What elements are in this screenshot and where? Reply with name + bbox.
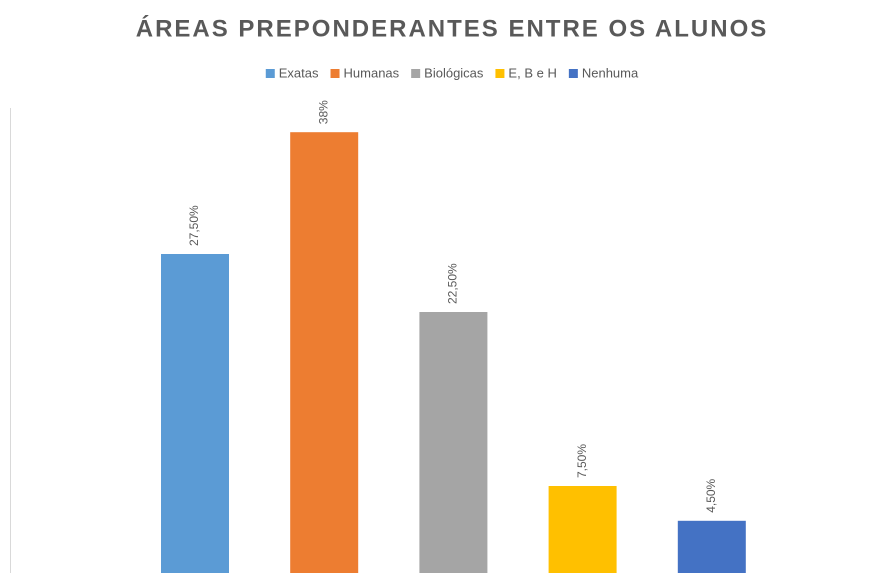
bar (290, 132, 359, 573)
legend-swatch (411, 69, 421, 78)
bar (677, 520, 746, 573)
bar (419, 312, 488, 573)
legend-label: Humanas (344, 65, 400, 80)
legend-label: E, B e H (508, 65, 556, 80)
legend-swatch (330, 69, 340, 78)
bar (161, 254, 229, 573)
data-label: 22,50% (446, 263, 460, 304)
chart-title: ÁREAS PREPONDERANTES ENTRE OS ALUNOS (136, 14, 769, 42)
data-label: 7,50% (575, 444, 589, 478)
legend-swatch (495, 69, 505, 78)
legend-swatch (265, 69, 275, 78)
data-label: 4,50% (704, 478, 718, 512)
bar (548, 486, 617, 573)
legend-label: Exatas (279, 65, 319, 80)
data-label: 27,50% (187, 205, 201, 246)
data-label: 38% (316, 100, 330, 124)
legend-label: Nenhuma (582, 65, 639, 80)
legend-swatch (568, 69, 578, 78)
legend-label: Biológicas (424, 65, 484, 80)
